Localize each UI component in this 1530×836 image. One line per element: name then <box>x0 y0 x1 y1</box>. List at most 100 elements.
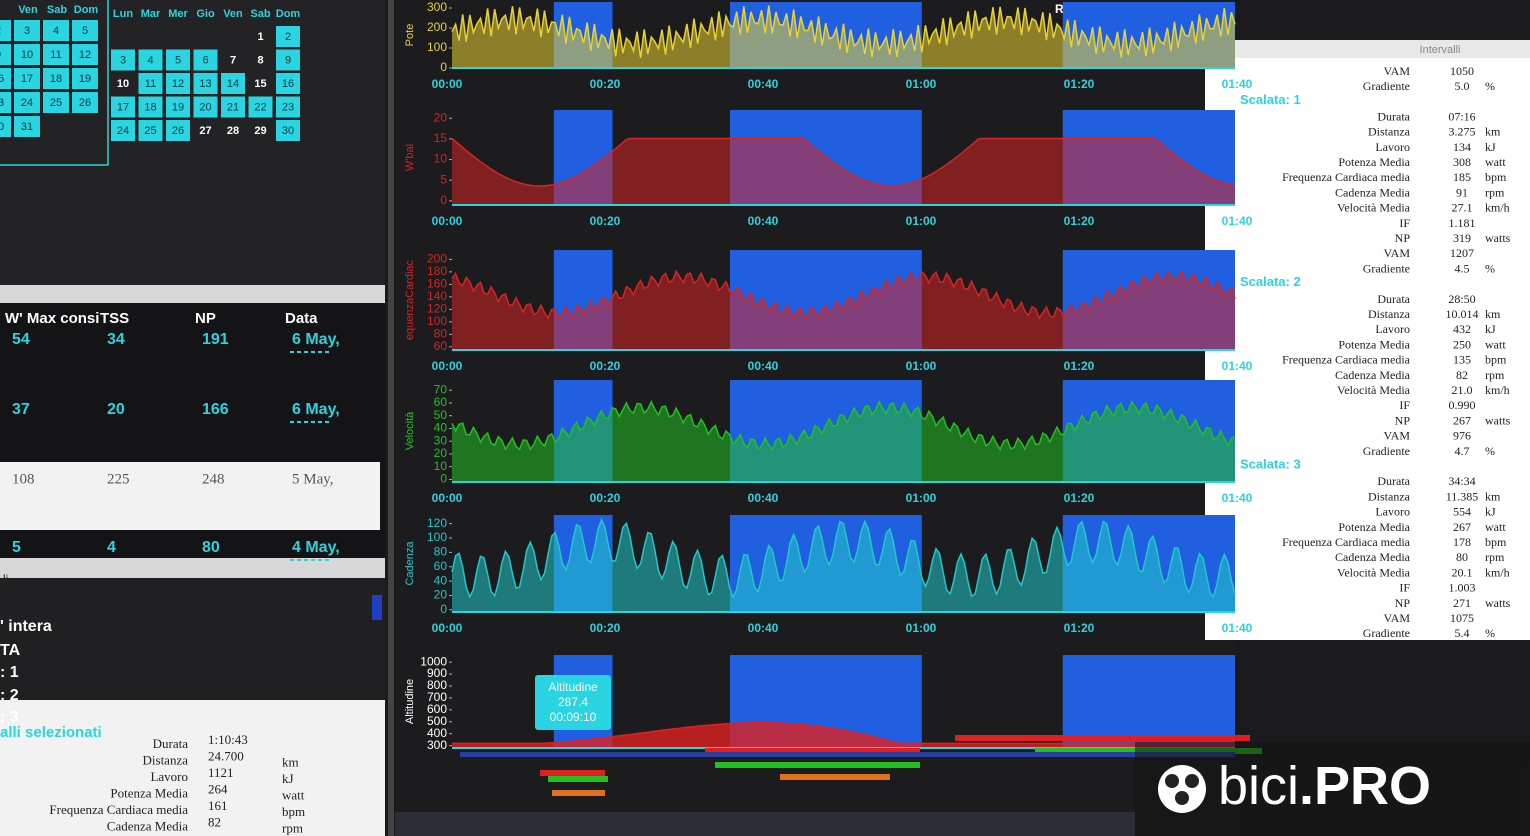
y-tick-label: 10 <box>434 152 448 166</box>
x-tick-label: 01:20 <box>1064 214 1095 228</box>
interval-unit: % <box>1485 79 1495 93</box>
y-tick-label: 120 <box>427 516 447 530</box>
interval-unit: bpm <box>1485 535 1507 549</box>
day: 30 <box>0 121 4 133</box>
trace-line <box>451 400 1236 452</box>
day: 26 <box>172 125 184 137</box>
interval-label: NP <box>1395 413 1411 427</box>
interval-value: 91 <box>1456 185 1468 199</box>
trace-area <box>452 722 1235 748</box>
weekday: Sab <box>47 4 67 16</box>
day-cell <box>14 116 40 137</box>
y-tick-label: 300 <box>427 0 447 14</box>
interval-unit: km <box>1485 307 1501 321</box>
interval-value: 21.0 <box>1452 383 1473 397</box>
trace-line <box>451 5 1236 58</box>
cell: 248 <box>202 471 225 487</box>
interval-value: 5.0 <box>1455 79 1470 93</box>
panel-title: Intervalli <box>1420 44 1461 56</box>
x-tick-label: 00:00 <box>432 214 463 228</box>
day-cell <box>138 73 163 94</box>
day: 23 <box>0 97 4 109</box>
day-cell <box>193 49 218 71</box>
cell: 4 May, <box>292 539 340 556</box>
day-cell <box>111 49 135 71</box>
interval-label: Potenza Media <box>1338 337 1410 351</box>
trace-line <box>451 517 1236 600</box>
tooltip <box>535 675 611 730</box>
day-cell <box>14 44 40 65</box>
scrollbar[interactable] <box>372 595 382 620</box>
logo-dot <box>1175 791 1189 805</box>
x-tick-label: 01:20 <box>1064 359 1095 373</box>
day: 1 <box>257 31 263 43</box>
y-tick-label: 100 <box>427 40 447 54</box>
calendar-panel <box>0 0 385 285</box>
summary-label: Durata <box>153 736 189 751</box>
x-tick-label: 01:20 <box>1064 621 1095 635</box>
interval-value: 1075 <box>1450 611 1474 625</box>
day-cell <box>193 73 218 94</box>
interval-label: Frequenza Cardiaca media <box>1282 353 1411 367</box>
y-tick-label: 15 <box>434 131 448 145</box>
day-cell <box>0 44 11 65</box>
interval-value: 5.4 <box>1455 626 1470 640</box>
weekday: Lun <box>113 8 133 20</box>
day: 24 <box>21 97 33 109</box>
x-tick-label: 01:20 <box>1064 491 1095 505</box>
interval-value: 11.385 <box>1446 489 1479 503</box>
x-tick-label: 01:40 <box>1222 621 1253 635</box>
selected-row[interactable] <box>0 462 380 530</box>
interval-unit: watts <box>1485 231 1511 245</box>
day: 5 <box>82 25 88 37</box>
summary-unit: kJ <box>282 771 294 786</box>
trace-area <box>452 138 1235 205</box>
interval-item: ' intera <box>0 618 52 635</box>
weekday: Dom <box>276 8 301 20</box>
day-cell <box>0 92 11 113</box>
brand: bici <box>1218 756 1299 816</box>
summary-unit: km <box>282 754 299 769</box>
trace-area <box>452 5 1235 69</box>
day-cell <box>43 20 69 41</box>
intervals-panel <box>1205 40 1530 640</box>
day: 10 <box>117 78 129 90</box>
interval-unit: rpm <box>1485 368 1505 382</box>
y-tick-label: 60 <box>434 559 448 573</box>
day: 10 <box>21 49 33 61</box>
cell: 166 <box>202 401 229 418</box>
day-cell <box>276 120 300 141</box>
day: 4 <box>147 54 153 66</box>
y-tick-label: 10 <box>434 459 448 473</box>
interval-value: 80 <box>1456 550 1468 564</box>
cell: 225 <box>107 471 130 487</box>
interval-unit: % <box>1485 261 1495 275</box>
y-tick-label: 400 <box>427 726 447 740</box>
day: 20 <box>199 101 211 113</box>
weekday: Ven <box>223 8 243 20</box>
interval-unit: % <box>1485 444 1495 458</box>
y-tick-label: 800 <box>427 678 447 692</box>
interval-unit: rpm <box>1485 185 1505 199</box>
interval-label: IF <box>1399 398 1410 412</box>
interval-label: NP <box>1395 231 1411 245</box>
x-tick-label: 00:20 <box>590 621 621 635</box>
day: 17 <box>21 73 33 85</box>
y-tick-label: 180 <box>427 264 447 278</box>
x-tick-label: 00:20 <box>590 214 621 228</box>
interval-value: 0.990 <box>1449 398 1476 412</box>
interval-label: VAM <box>1384 611 1411 625</box>
interval-label: IF <box>1399 581 1410 595</box>
summary-value: 264 <box>208 781 228 796</box>
interval-value: 4.7 <box>1455 444 1470 458</box>
x-tick-label: 01:40 <box>1222 214 1253 228</box>
day: 5 <box>175 54 181 66</box>
day-cell <box>43 92 69 113</box>
panel-header <box>0 558 385 578</box>
interval-value: 34:34 <box>1448 474 1475 488</box>
interval-unit: km <box>1485 125 1501 139</box>
interval-value: 1.181 <box>1449 216 1476 230</box>
y-tick-label: 140 <box>427 289 447 303</box>
y-tick-label: 100 <box>427 314 447 328</box>
summary-panel <box>0 700 385 836</box>
